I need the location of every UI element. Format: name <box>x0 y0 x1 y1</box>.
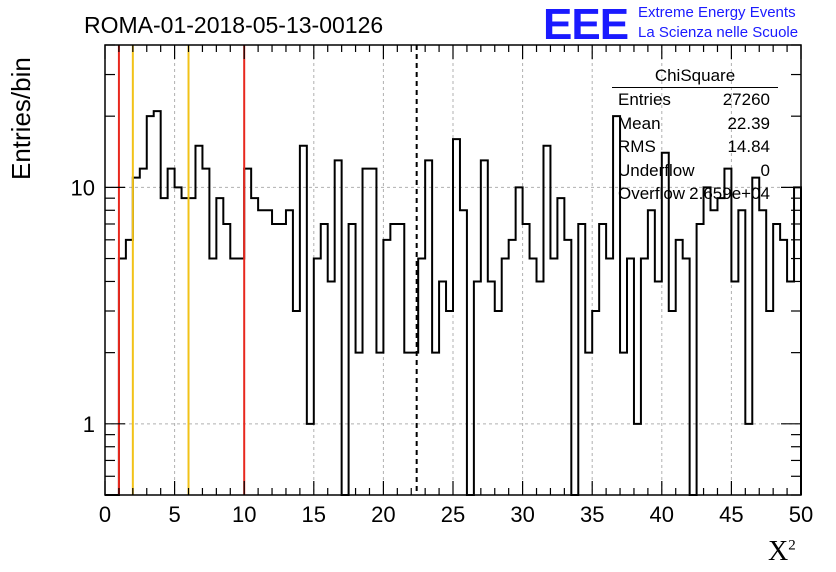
stats-row-entries: Entries 27260 <box>612 90 778 114</box>
x-tick-label: 15 <box>302 502 326 527</box>
x-tick-label: 40 <box>650 502 674 527</box>
x-axis-label-base: X <box>768 536 789 567</box>
x-tick-label: 45 <box>719 502 743 527</box>
stats-row-rms: RMS 14.84 <box>612 137 778 161</box>
stats-label: Entries <box>618 90 671 109</box>
y-tick-label: 1 <box>83 412 95 437</box>
eee-logo: EEE <box>543 0 629 49</box>
stats-label: Mean <box>618 113 661 133</box>
x-tick-label: 0 <box>99 502 111 527</box>
stats-value: 27260 <box>722 90 770 109</box>
y-axis-label: Entries/bin <box>6 57 36 180</box>
stats-label: RMS <box>618 137 656 156</box>
x-tick-label: 20 <box>371 502 395 527</box>
stats-value: 0 <box>760 160 770 180</box>
stats-label: Underflow <box>618 160 695 180</box>
x-tick-label: 10 <box>232 502 256 527</box>
logo-line-2: La Scienza nelle Scuole <box>638 24 799 41</box>
y-tick-label: 10 <box>71 175 95 200</box>
stats-box: ChiSquare Entries 27260 Mean 22.39 RMS 1… <box>612 66 778 208</box>
x-tick-label: 5 <box>168 502 180 527</box>
x-tick-label: 35 <box>580 502 604 527</box>
x-tick-label: 50 <box>789 502 813 527</box>
stats-value: 2.659e+04 <box>689 184 770 203</box>
chart-title: ROMA-01-2018-05-13-00126 <box>84 12 384 38</box>
x-axis-label-sup: 2 <box>788 537 796 554</box>
stats-row-mean: Mean 22.39 <box>612 114 778 138</box>
stats-label: Overflow <box>618 184 686 203</box>
stats-row-underflow: Underflow 0 <box>612 161 778 185</box>
stats-title: ChiSquare <box>612 66 778 88</box>
x-axis-label: X2 <box>768 536 796 568</box>
x-tick-label: 30 <box>510 502 534 527</box>
stats-value: 22.39 <box>727 113 770 133</box>
stats-row-overflow: Overflow 2.659e+04 <box>612 184 778 208</box>
stats-value: 14.84 <box>727 137 770 156</box>
x-tick-label: 25 <box>441 502 465 527</box>
logo-line-1: Extreme Energy Events <box>638 4 796 21</box>
